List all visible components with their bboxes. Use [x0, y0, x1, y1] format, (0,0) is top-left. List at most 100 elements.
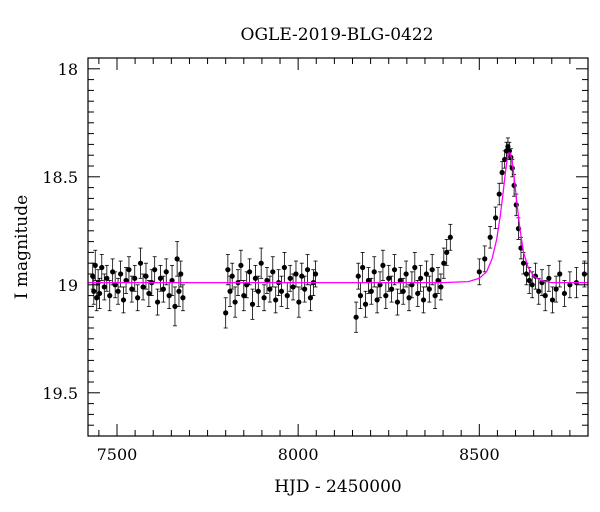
data-point: [447, 234, 453, 240]
data-point: [249, 301, 256, 307]
data-point: [557, 271, 563, 277]
data-point: [302, 286, 308, 292]
data-point: [371, 269, 377, 275]
y-tick-label: 18: [58, 60, 78, 79]
data-point: [409, 282, 415, 288]
data-point: [312, 271, 319, 277]
data-point: [152, 267, 158, 273]
data-point: [423, 271, 430, 277]
data-point: [487, 234, 493, 240]
y-tick-label: 19: [58, 276, 78, 295]
data-point: [304, 267, 311, 273]
data-point: [261, 295, 267, 301]
data-point: [412, 264, 418, 271]
data-point: [227, 288, 233, 294]
data-point: [135, 295, 141, 301]
data-point: [129, 286, 135, 292]
plot-area: [88, 137, 588, 333]
data-point: [107, 293, 113, 299]
data-point: [166, 293, 172, 299]
data-point: [307, 295, 314, 301]
data-point: [246, 269, 253, 275]
data-point: [258, 260, 264, 266]
data-point: [374, 297, 380, 303]
data-point: [496, 191, 502, 197]
data-point: [293, 271, 299, 277]
data-point: [140, 284, 146, 290]
data-point: [368, 288, 374, 294]
data-point: [290, 284, 296, 290]
data-point: [394, 299, 401, 305]
data-point: [441, 260, 447, 266]
data-point: [362, 301, 369, 307]
data-point: [91, 288, 97, 294]
data-point: [529, 282, 535, 288]
data-point: [353, 314, 359, 320]
data-point: [536, 288, 542, 294]
data-point: [172, 303, 178, 309]
data-point: [180, 295, 186, 301]
x-tick-label: 7500: [97, 445, 138, 464]
data-point: [96, 290, 103, 297]
data-point: [154, 299, 161, 305]
data-point: [429, 267, 435, 273]
data-point: [94, 295, 100, 301]
data-point: [499, 169, 505, 176]
data-point: [132, 275, 138, 281]
data-point: [546, 275, 552, 281]
data-point: [403, 271, 409, 277]
data-point: [299, 273, 305, 279]
x-axis-label: HJD - 2450000: [274, 477, 402, 497]
data-point: [104, 275, 110, 281]
data-point: [223, 310, 229, 316]
data-point: [160, 286, 166, 292]
data-point: [365, 277, 372, 284]
data-point: [146, 290, 152, 297]
y-axis-label: I magnitude: [12, 195, 32, 299]
data-point: [143, 273, 149, 279]
data-point: [432, 293, 438, 299]
data-point: [444, 249, 450, 255]
data-point: [355, 273, 361, 279]
data-point: [383, 293, 389, 299]
data-point: [232, 299, 238, 305]
data-point: [397, 277, 403, 284]
data-point: [118, 271, 124, 277]
data-point: [553, 286, 559, 292]
data-point: [391, 267, 398, 273]
data-point: [420, 297, 427, 303]
data-point: [561, 290, 568, 297]
data-point: [435, 277, 441, 284]
data-point: [389, 286, 395, 292]
data-point: [115, 288, 121, 294]
data-point: [241, 293, 247, 299]
data-point: [126, 267, 132, 273]
data-point: [406, 295, 412, 301]
x-tick-label: 8500: [459, 445, 500, 464]
data-point: [523, 271, 530, 277]
data-point: [270, 269, 276, 275]
data-point: [99, 264, 105, 271]
x-tick-label: 8000: [278, 445, 319, 464]
data-point: [273, 297, 279, 303]
data-point: [101, 284, 107, 290]
data-point: [296, 299, 302, 305]
data-point: [482, 256, 488, 262]
data-point: [244, 282, 250, 288]
data-point: [278, 288, 285, 294]
data-point: [526, 277, 532, 284]
data-point: [380, 262, 386, 268]
data-point: [415, 290, 421, 297]
data-point: [163, 269, 169, 275]
data-point: [238, 262, 244, 268]
data-point: [225, 267, 231, 273]
y-tick-label: 18.5: [42, 168, 78, 187]
data-point: [476, 269, 482, 275]
data-point: [120, 297, 127, 303]
data-point: [252, 275, 258, 281]
data-point: [567, 282, 573, 288]
data-point: [542, 293, 548, 299]
data-point: [110, 269, 116, 275]
data-point: [511, 182, 517, 189]
